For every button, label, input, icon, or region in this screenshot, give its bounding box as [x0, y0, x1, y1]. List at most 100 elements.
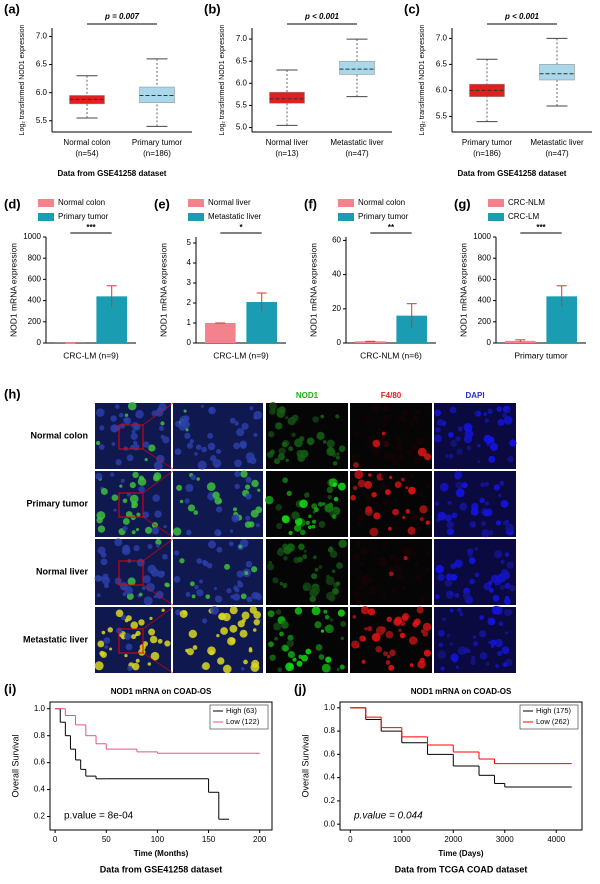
- cell: [499, 584, 505, 590]
- cell: [445, 454, 449, 458]
- legend-swatch: [338, 213, 354, 221]
- cell: [104, 645, 109, 649]
- cell: [197, 460, 207, 470]
- y-tick-label: 6.0: [436, 86, 448, 95]
- row-label: Primary tumor: [26, 498, 88, 508]
- cell: [184, 498, 190, 504]
- cell: [496, 406, 503, 412]
- cell: [371, 633, 381, 642]
- panel-label: (f): [304, 196, 317, 211]
- cell: [215, 448, 222, 455]
- y-tick-label: 0: [187, 338, 192, 347]
- cell: [435, 427, 441, 433]
- cell: [312, 416, 319, 423]
- cell: [382, 414, 390, 422]
- cell: [110, 424, 119, 433]
- legend-swatch: [488, 213, 504, 221]
- cell: [279, 581, 284, 586]
- cell: [435, 564, 444, 574]
- cell: [326, 447, 336, 457]
- cell: [354, 431, 360, 438]
- cell: [504, 582, 511, 589]
- cell: [309, 588, 319, 598]
- cell: [125, 511, 133, 518]
- cell: [449, 608, 454, 613]
- cell: [130, 515, 136, 521]
- cell: [287, 634, 294, 641]
- cell: [487, 617, 496, 626]
- y-axis-label: Log₂ transformed NOD1 expression: [19, 24, 26, 135]
- cell: [338, 445, 346, 453]
- panel-label: (i): [4, 681, 16, 696]
- cell: [488, 587, 494, 593]
- box: [539, 64, 575, 81]
- cell: [114, 577, 122, 585]
- legend-swatch: [488, 199, 504, 207]
- x-tick-label: 200: [253, 835, 267, 844]
- cell: [100, 487, 108, 495]
- cell: [381, 431, 386, 436]
- cell: [456, 473, 462, 480]
- cell: [313, 507, 319, 513]
- cell: [366, 440, 373, 448]
- cell: [490, 574, 500, 583]
- cell: [121, 546, 131, 556]
- cell: [397, 455, 405, 462]
- cell: [119, 423, 126, 429]
- x-tick-label: Primary tumor: [514, 350, 568, 360]
- cell: [282, 582, 288, 588]
- cell: [205, 594, 211, 599]
- cell: [479, 497, 485, 504]
- cell: [368, 473, 372, 477]
- cell: [162, 436, 170, 444]
- cell: [111, 442, 116, 446]
- cell: [186, 529, 192, 536]
- cell: [201, 446, 207, 453]
- cell: [97, 546, 106, 555]
- cell: [449, 406, 457, 414]
- cell: [281, 441, 288, 448]
- cell: [388, 664, 395, 671]
- cell: [123, 417, 129, 423]
- cell: [294, 524, 302, 532]
- y-axis-label: Overall Survival: [10, 734, 20, 797]
- cell: [402, 614, 409, 622]
- cell: [122, 586, 127, 591]
- y-tick-label: 0: [487, 338, 492, 347]
- legend-box: [519, 704, 579, 730]
- cell: [311, 519, 317, 524]
- cell: [153, 461, 163, 470]
- cell: [194, 452, 198, 456]
- row-label: Normal liver: [36, 566, 89, 576]
- y-tick-label: 0.6: [324, 749, 336, 758]
- cell: [498, 621, 504, 627]
- y-tick-label: 4: [187, 258, 192, 267]
- cell: [505, 519, 510, 524]
- cell: [391, 587, 397, 593]
- cell: [457, 646, 467, 656]
- cell: [240, 470, 248, 478]
- cell: [179, 499, 184, 504]
- cell: [291, 432, 296, 438]
- legend-swatch: [188, 199, 204, 207]
- x-axis-label: Data from GSE41258 dataset: [458, 169, 567, 178]
- cell: [186, 648, 194, 656]
- y-tick-label: 0.2: [324, 796, 336, 805]
- cell: [372, 403, 381, 412]
- cell: [336, 562, 343, 570]
- cell: [459, 502, 468, 511]
- cell: [217, 657, 225, 665]
- cell: [253, 410, 263, 420]
- cell: [196, 589, 204, 597]
- cell: [414, 456, 422, 464]
- cell: [324, 614, 330, 620]
- cell: [311, 606, 321, 616]
- cell: [132, 471, 139, 479]
- cell: [474, 572, 480, 578]
- cell: [257, 488, 261, 492]
- cell: [483, 434, 492, 443]
- cell: [158, 403, 167, 412]
- cell: [445, 514, 453, 522]
- cell: [426, 406, 431, 411]
- y-tick-label: 7.0: [236, 34, 248, 43]
